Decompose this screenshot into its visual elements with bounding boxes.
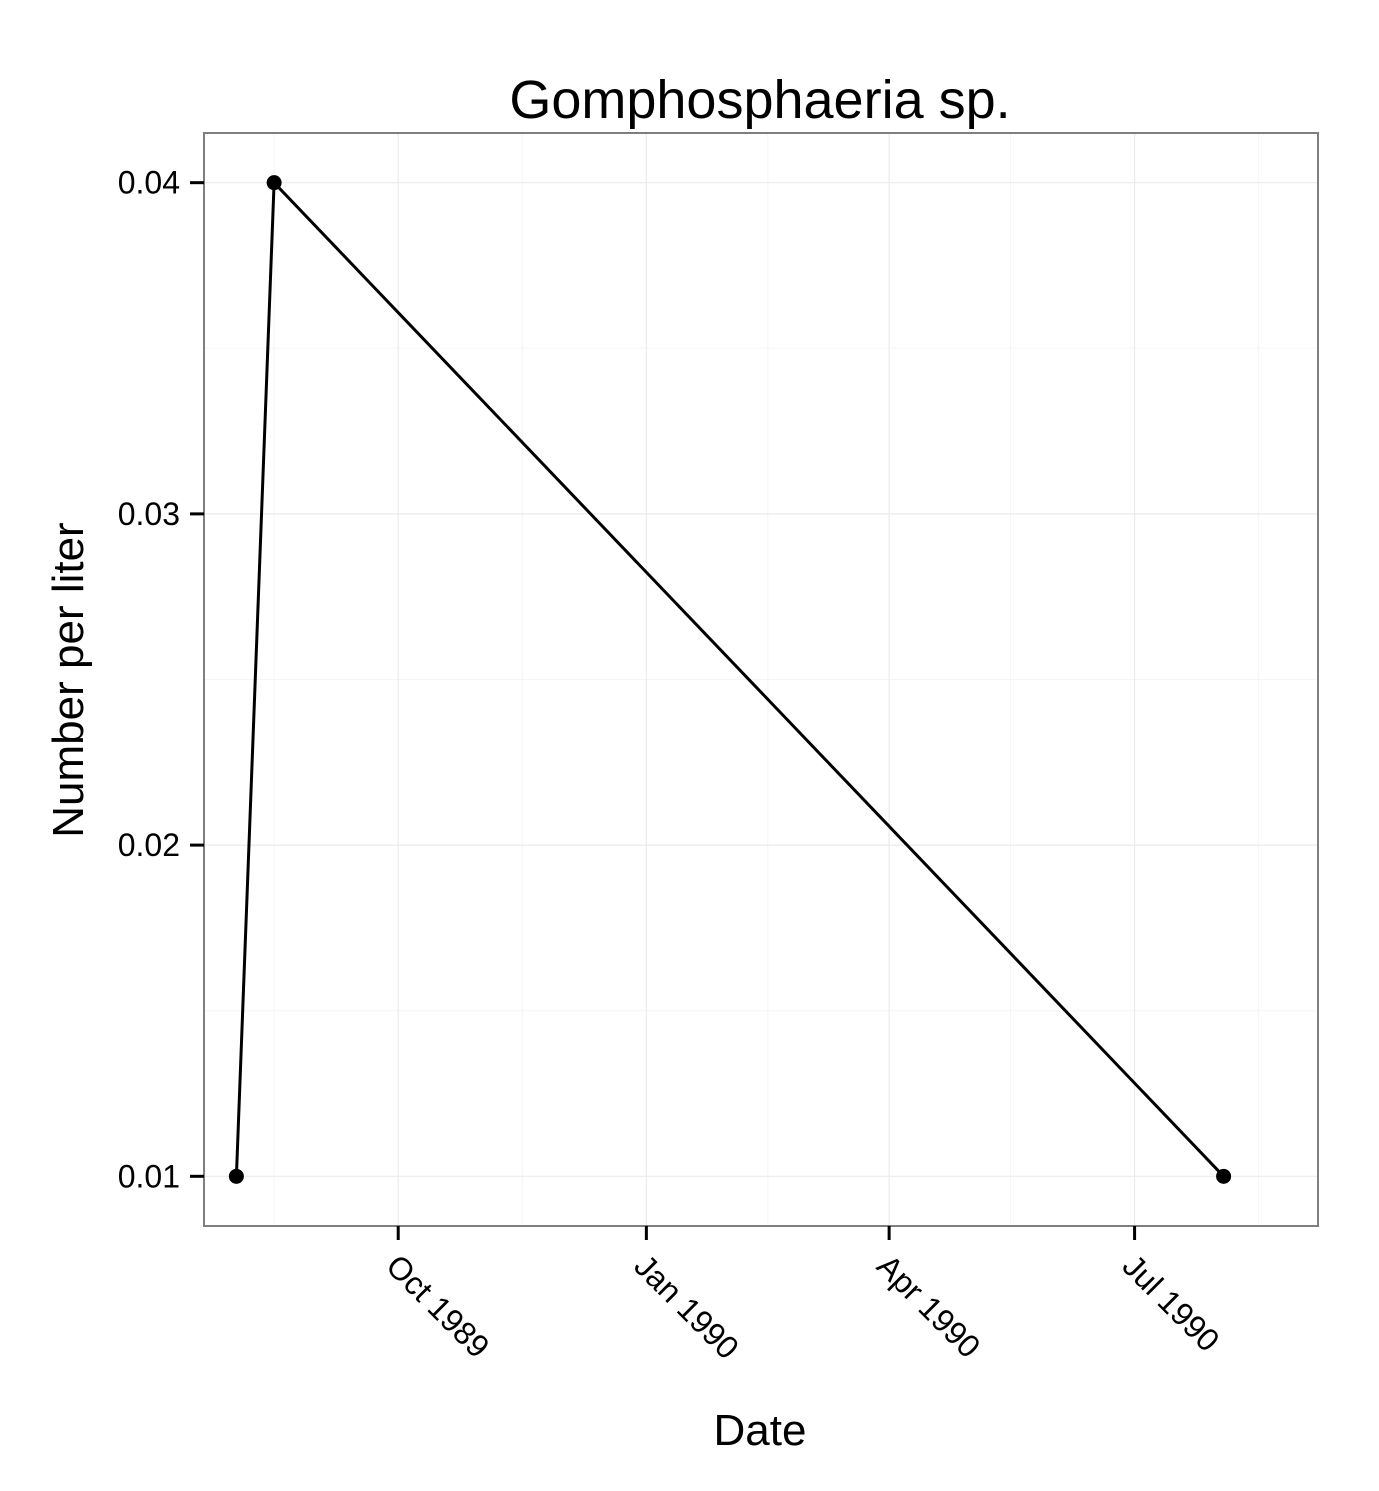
data-point [266,175,282,191]
y-tick-label: 0.01 [118,1158,180,1194]
y-axis: 0.01 0.02 0.03 0.04 [118,165,204,1194]
x-axis-title: Date [714,1406,807,1455]
grid [204,133,1318,1226]
y-tick-label: 0.02 [118,827,180,863]
y-tick-label: 0.04 [118,165,180,201]
data-point [228,1168,244,1184]
y-axis-title: Number per liter [44,522,93,837]
y-tick-label: 0.03 [118,496,180,532]
data-point [1216,1168,1232,1184]
plot-panel [203,132,1319,1227]
chart-title: Gomphosphaeria sp. [509,70,1010,130]
series-layer [228,175,1232,1184]
